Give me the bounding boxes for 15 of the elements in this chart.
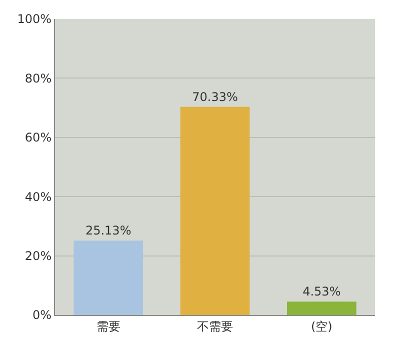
x-tick-label: (空) bbox=[310, 319, 332, 334]
bar bbox=[74, 240, 143, 315]
data-label: 4.53% bbox=[302, 284, 341, 299]
data-label: 25.13% bbox=[85, 224, 132, 238]
bar bbox=[287, 302, 356, 315]
x-tick-label: 不需要 bbox=[197, 319, 233, 334]
y-tick-label: 40% bbox=[24, 190, 52, 204]
y-tick-label: 0% bbox=[32, 308, 52, 322]
y-tick-label: 80% bbox=[24, 71, 52, 86]
y-tick-label: 60% bbox=[24, 130, 52, 145]
y-tick-label: 100% bbox=[17, 12, 52, 26]
y-tick-label: 20% bbox=[24, 249, 52, 263]
bar bbox=[180, 106, 250, 315]
data-label: 70.33% bbox=[192, 90, 238, 104]
x-tick-label: 需要 bbox=[96, 319, 120, 334]
